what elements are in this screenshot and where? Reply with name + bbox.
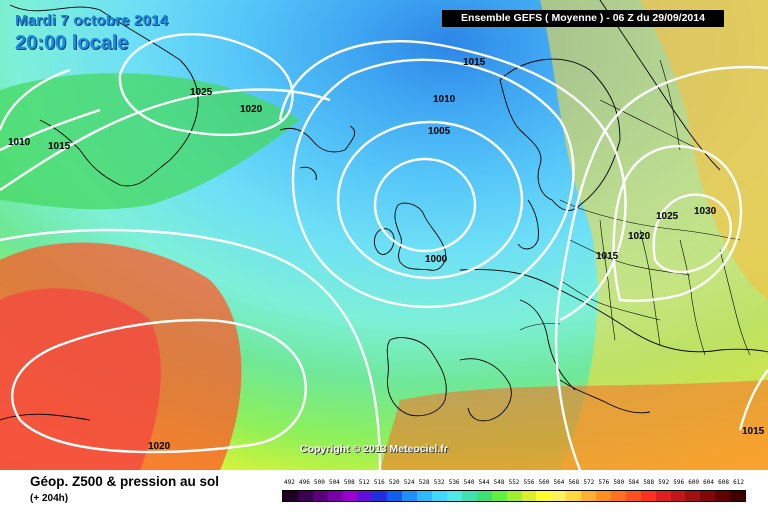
color-scale-value: 604: [703, 479, 714, 486]
color-scale-value: 548: [493, 479, 505, 486]
color-scale-value: 568: [568, 479, 580, 486]
color-scale-swatch: [417, 491, 433, 501]
color-scale-value: 588: [643, 479, 655, 486]
isobar-label: 1000: [425, 254, 448, 265]
color-scale-value: 532: [433, 479, 445, 486]
isobar-label: 1015: [742, 426, 765, 437]
color-scale-swatch: [432, 491, 447, 501]
color-scale-swatch: [715, 491, 731, 501]
color-scale-swatch: [297, 491, 313, 501]
color-scale-value: 536: [448, 479, 460, 486]
color-scale-swatch: [446, 491, 462, 501]
color-scale-swatch: [685, 491, 701, 501]
color-scale-value: 544: [478, 479, 490, 486]
color-scale-labels: 492 496 500 504 508 512 516 520 524 528 532 536 540 5…: [282, 479, 746, 489]
color-scale-swatch: [357, 491, 373, 501]
isobar-label: 1020: [148, 441, 171, 452]
color-scale-swatch: [625, 491, 641, 501]
isobar-label: 1020: [628, 231, 651, 242]
color-scale-value: 580: [613, 479, 625, 486]
isobar-label: 1010: [433, 94, 456, 105]
color-scale-value: 592: [658, 479, 670, 486]
color-scale-swatch: [730, 491, 746, 501]
color-scale-value: 556: [523, 479, 535, 486]
color-scale-swatch: [327, 491, 343, 501]
color-scale-value: 528: [418, 479, 430, 486]
color-scale-value: 560: [538, 479, 550, 486]
isobar-label: 1025: [190, 87, 213, 98]
color-scale-swatch: [581, 491, 597, 501]
color-scale-value: 492: [284, 479, 295, 486]
color-scale-value: 500: [313, 479, 325, 486]
color-scale-value: 496: [299, 479, 310, 486]
color-scale-value: 552: [508, 479, 520, 486]
geopotential-field: [0, 0, 768, 470]
isobar-label: 1030: [694, 206, 717, 217]
isobar-label: 1015: [596, 251, 619, 262]
forecast-hour: (+ 204h): [30, 493, 69, 504]
color-scale-value: 520: [388, 479, 400, 486]
color-scale-swatch: [655, 491, 671, 501]
forecast-date: Mardi 7 octobre 2014: [15, 12, 169, 29]
isobar-label: 1015: [48, 141, 71, 152]
color-scale-value: 516: [373, 479, 385, 486]
color-scale-swatch: [387, 491, 403, 501]
color-scale-value: 540: [463, 479, 475, 486]
isobar-labels: 1025 1020 1015 1010 1005 1000 1015 1020 …: [8, 57, 765, 452]
isobar-label: 1005: [428, 126, 451, 137]
color-scale-swatch: [491, 491, 507, 501]
color-scale-value: 600: [688, 479, 700, 486]
color-scale-value: 584: [628, 479, 640, 486]
color-scale-swatch: [536, 491, 552, 501]
color-scale-value: 572: [583, 479, 595, 486]
color-scale-swatch: [670, 491, 686, 501]
color-scale-swatch: [640, 491, 656, 501]
color-scale-swatch: [566, 491, 582, 501]
color-scale-value: 612: [733, 479, 744, 486]
color-scale-swatch: [596, 491, 611, 501]
color-scale-swatch: [700, 491, 716, 501]
color-scale-swatch: [372, 491, 388, 501]
model-run-banner: Ensemble GEFS ( Moyenne ) - 06 Z du 29/0…: [442, 10, 724, 27]
color-scale-swatch: [506, 491, 522, 501]
color-scale-swatch: [402, 491, 418, 501]
copyright-notice: Copyright © 2013 Meteociel.fr: [300, 443, 448, 455]
forecast-local-time: 20:00 locale: [15, 32, 129, 54]
color-scale-swatch: [312, 491, 328, 501]
color-scale-bar: [282, 490, 746, 502]
color-scale-value: 508: [343, 479, 355, 486]
forecast-map: 1025 1020 1015 1010 1005 1000 1015 1020 …: [0, 0, 768, 470]
color-scale-swatch: [461, 491, 477, 501]
color-scale-value: 512: [358, 479, 370, 486]
color-scale-value: 576: [598, 479, 610, 486]
color-scale-value: 564: [553, 479, 565, 486]
isobar-label: 1020: [240, 104, 263, 115]
color-scale-swatch: [610, 491, 626, 501]
color-scale-swatch: [476, 491, 492, 501]
isobar-label: 1010: [8, 137, 31, 148]
color-scale-value: 504: [328, 479, 340, 486]
color-scale-value: 524: [403, 479, 415, 486]
color-scale-value: 608: [718, 479, 729, 486]
isobar-label: 1025: [656, 211, 679, 222]
variable-title: Géop. Z500 & pression au sol: [30, 474, 220, 489]
isobar-label: 1015: [463, 57, 486, 68]
color-scale-swatch: [521, 491, 537, 501]
color-scale-swatch: [342, 491, 358, 501]
color-scale-swatch: [283, 491, 298, 501]
color-scale-value: 596: [673, 479, 685, 486]
color-scale-swatch: [551, 491, 567, 501]
isobars: [0, 33, 768, 470]
